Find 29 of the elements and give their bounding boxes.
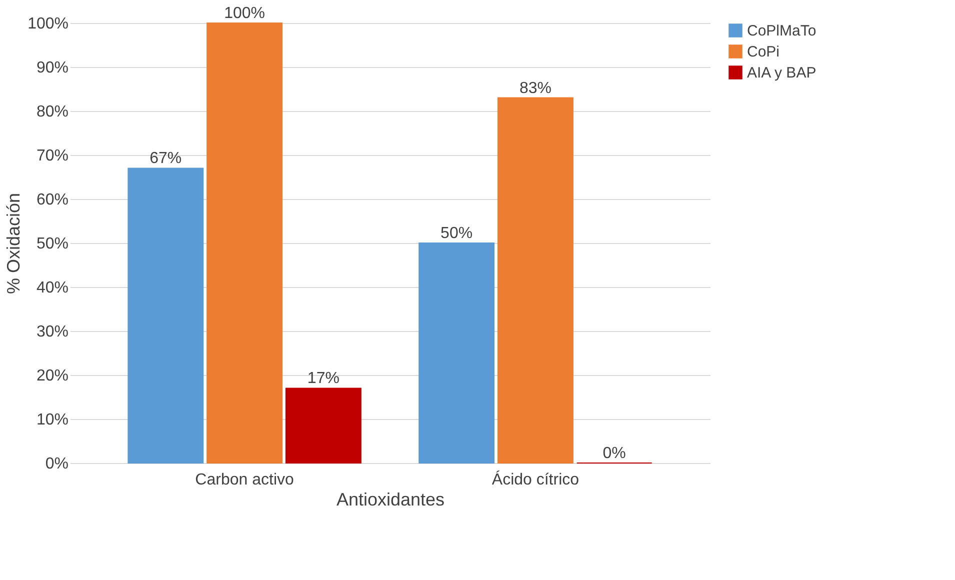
data-label: 0% [602,445,626,462]
legend-label: CoPlMaTo [747,22,816,40]
bar [206,22,283,464]
y-tick-label: 40% [36,280,68,296]
y-tick-label: 100% [28,16,68,32]
data-label: 83% [519,80,552,97]
bar [497,97,574,464]
bar [285,388,362,464]
y-tick-label: 0% [45,456,68,472]
bar [418,242,495,464]
data-label: 50% [440,225,473,242]
y-tick-label: 90% [36,60,68,76]
y-axis-title: % Oxidación [4,192,24,294]
x-axis-title: Antioxidantes [336,490,445,510]
y-tick-label: 30% [36,324,68,340]
x-tick-label: Ácido cítrico [492,470,580,488]
data-label: 100% [224,5,266,22]
y-tick-label: 70% [36,148,68,164]
y-tick-label: 10% [36,412,68,428]
legend-label: CoPi [747,44,780,60]
y-tick-label: 20% [36,368,68,384]
data-label: 17% [307,370,340,388]
y-tick-label: 60% [36,192,68,208]
data-label: 67% [150,150,182,168]
bar [128,168,204,464]
legend-label: AIA y BAP [747,64,816,82]
y-tick-label: 80% [36,104,68,120]
x-tick-label: Carbon activo [195,472,294,488]
y-tick-label: 50% [36,236,68,252]
